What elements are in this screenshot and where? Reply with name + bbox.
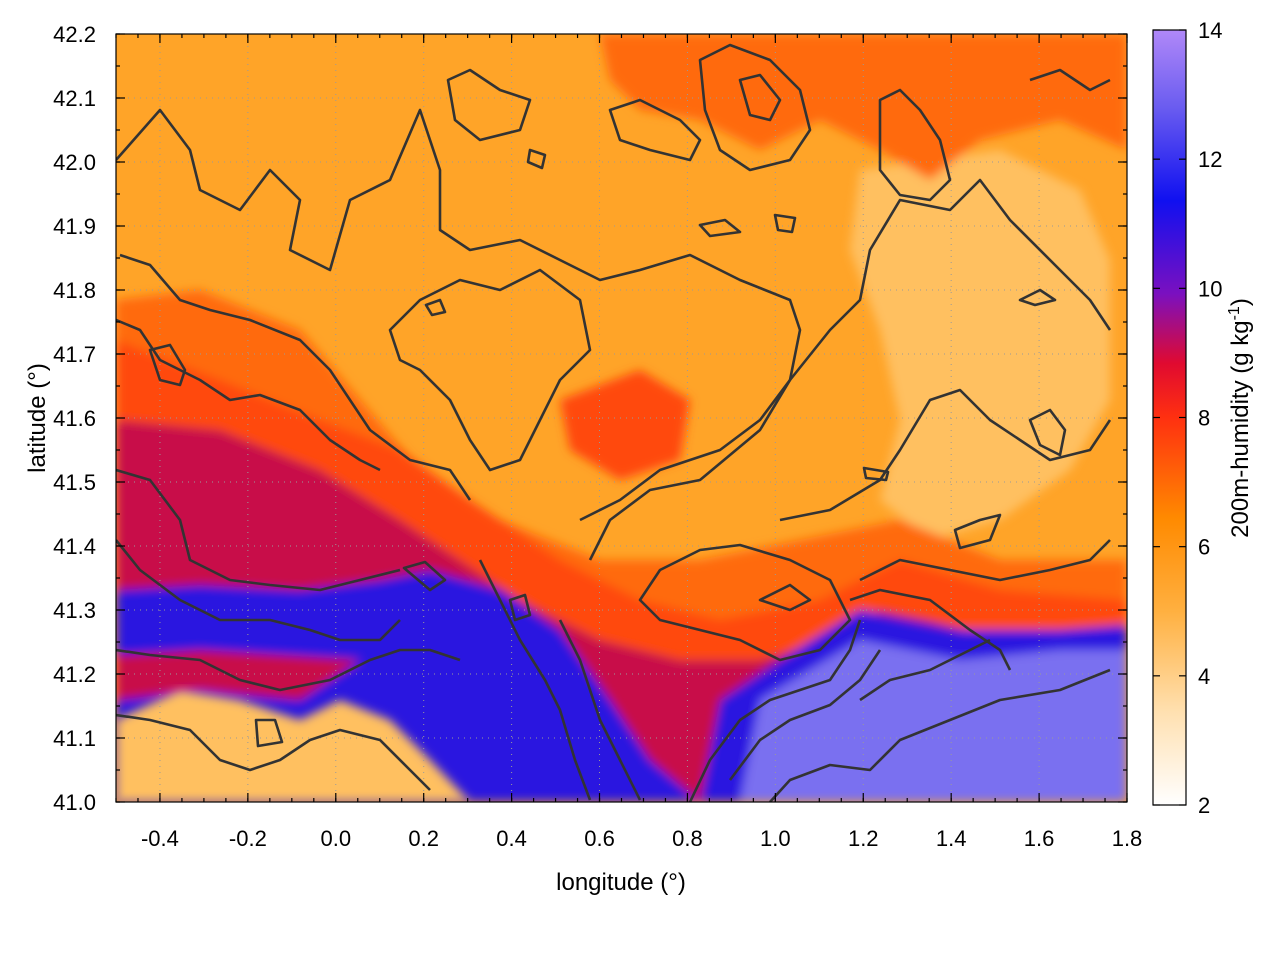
- y-tick-label: 41.1: [53, 726, 96, 751]
- colorbar-tick-label: 14: [1198, 18, 1222, 43]
- contour-line: [738, 73, 782, 122]
- y-tick-label: 41.2: [53, 662, 96, 687]
- contour-line: [446, 68, 532, 142]
- x-tick-label: -0.4: [141, 826, 179, 851]
- y-tick-label: 42.1: [53, 86, 96, 111]
- heatmap-region-northeast-highlands: [850, 150, 1110, 540]
- plot-grid: [116, 34, 1127, 802]
- contour-line: [859, 539, 1111, 582]
- x-tick-label: 1.2: [848, 826, 879, 851]
- y-tick-label: 41.4: [53, 534, 96, 559]
- contour-line: [638, 543, 852, 662]
- contour-line: [698, 218, 742, 238]
- y-tick-label: 41.3: [53, 598, 96, 623]
- contour-line: [1018, 288, 1057, 307]
- colorbar-title-end: ): [1227, 298, 1254, 306]
- x-tick-label: -0.2: [229, 826, 267, 851]
- colorbar-title-main: 200m-humidity (g kg: [1227, 320, 1254, 537]
- contour-line: [1028, 408, 1067, 457]
- x-axis-title: longitude (°): [556, 869, 686, 896]
- contour-line: [773, 213, 797, 234]
- colorbar-tick-label: 6: [1198, 535, 1210, 560]
- contour-line: [402, 560, 447, 592]
- y-axis: 41.0 41.1 41.2 41.3 41.4 41.5 41.6 41.7 41.8 41.9…: [53, 22, 1127, 815]
- x-tick-label: 0.6: [584, 826, 615, 851]
- heatmap-region-sea: [740, 640, 1127, 802]
- contour-line: [116, 468, 401, 592]
- x-tick-label: 0.8: [672, 826, 703, 851]
- x-tick-label: 0.0: [320, 826, 351, 851]
- y-tick-label: 41.0: [53, 790, 96, 815]
- x-tick-label: 1.4: [936, 826, 967, 851]
- contour-line: [878, 88, 952, 202]
- y-tick-label: 41.8: [53, 278, 96, 303]
- x-tick-label: 1.8: [1112, 826, 1143, 851]
- contour-line: [116, 648, 461, 692]
- colorbar-tick-label: 8: [1198, 406, 1210, 431]
- x-tick-label: 1.6: [1024, 826, 1055, 851]
- colorbar: 2 4 6 8 10 12 14 200m-humidity (g kg-1): [1152, 18, 1254, 818]
- x-tick-label: 0.2: [408, 826, 439, 851]
- colorbar-tick-label: 10: [1198, 276, 1222, 301]
- contour-line: [116, 713, 431, 791]
- colorbar-ticks: 2 4 6 8 10 12 14: [1153, 18, 1222, 818]
- x-tick-label: 0.4: [496, 826, 527, 851]
- contour-line: [508, 593, 532, 622]
- contour-line: [579, 178, 1112, 522]
- colorbar-tick-label: 2: [1198, 793, 1210, 818]
- heatmap-region-southwest-lowland: [116, 690, 470, 802]
- contour-line: [859, 638, 991, 702]
- contour-line: [254, 718, 284, 748]
- contour-line: [862, 466, 890, 482]
- contour-line: [698, 43, 812, 172]
- colorbar-tick-label: 4: [1198, 664, 1210, 689]
- contour-line: [779, 388, 1112, 522]
- x-axis: -0.4 -0.2 0.0 0.2 0.4 0.6 0.8 1.0 1.2 1.4 1.6 1.8: [115, 34, 1143, 851]
- contour-line: [728, 649, 882, 781]
- colorbar-title-sup: -1: [1226, 306, 1243, 320]
- y-tick-label: 42.2: [53, 22, 96, 47]
- contour-line: [116, 108, 802, 561]
- y-axis-title: latitude (°): [24, 363, 51, 473]
- y-tick-label: 41.6: [53, 406, 96, 431]
- contour-line: [558, 619, 642, 801]
- contour-line: [116, 539, 401, 642]
- contour-line: [769, 668, 1111, 802]
- colorbar-tick-label: 12: [1198, 147, 1222, 172]
- y-tick-label: 41.7: [53, 342, 96, 367]
- contour-line: [424, 298, 447, 317]
- y-tick-label: 42.0: [53, 150, 96, 175]
- contour-line: [688, 619, 862, 802]
- contour-line: [116, 318, 381, 472]
- contour-line: [388, 268, 592, 472]
- contour-line: [849, 588, 1012, 671]
- contour-line: [478, 559, 592, 801]
- contour-line: [608, 98, 702, 162]
- contour-lines: [116, 43, 1112, 802]
- contour-line: [526, 148, 547, 170]
- contour-line: [148, 343, 187, 387]
- contour-line: [119, 253, 472, 501]
- x-tick-label: 1.0: [760, 826, 791, 851]
- contour-line: [953, 513, 1002, 550]
- contour-line: [1029, 68, 1111, 92]
- y-tick-label: 41.9: [53, 214, 96, 239]
- colorbar-title: 200m-humidity (g kg-1): [1226, 298, 1254, 538]
- y-tick-label: 41.5: [53, 470, 96, 495]
- contour-line: [758, 583, 812, 612]
